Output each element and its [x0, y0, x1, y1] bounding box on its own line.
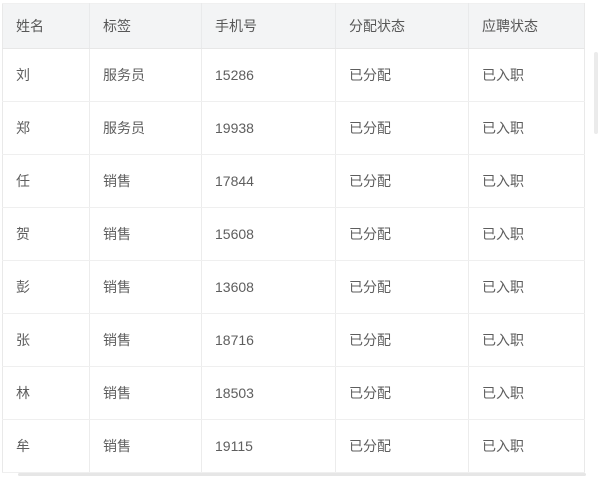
- cell-assign-status: 已分配: [335, 154, 469, 208]
- cell-apply-status: 已入职: [468, 366, 585, 420]
- column-header-name: 姓名: [2, 3, 90, 49]
- cell-tag: 销售: [89, 366, 202, 420]
- horizontal-scrollbar-thumb[interactable]: [18, 473, 586, 476]
- cell-apply-status: 已入职: [468, 207, 585, 261]
- table-row[interactable]: 牟 销售 19115 已分配 已入职: [2, 419, 585, 473]
- cell-tag: 服务员: [89, 101, 202, 155]
- cell-assign-status: 已分配: [335, 207, 469, 261]
- table-row[interactable]: 郑 服务员 19938 已分配 已入职: [2, 101, 585, 155]
- cell-apply-status: 已入职: [468, 313, 585, 367]
- cell-name: 贺: [2, 207, 90, 261]
- cell-phone: 15608: [201, 207, 336, 261]
- cell-name: 任: [2, 154, 90, 208]
- cell-tag: 销售: [89, 207, 202, 261]
- cell-name: 郑: [2, 101, 90, 155]
- candidates-table-container: 姓名 标签 手机号 分配状态 应聘状态 刘 服务员 15286 已分配 已入职 …: [2, 3, 585, 473]
- cell-tag: 销售: [89, 313, 202, 367]
- cell-phone: 18503: [201, 366, 336, 420]
- cell-name: 牟: [2, 419, 90, 473]
- table-row[interactable]: 彭 销售 13608 已分配 已入职: [2, 260, 585, 314]
- table-body: 刘 服务员 15286 已分配 已入职 郑 服务员 19938 已分配 已入职 …: [2, 48, 585, 473]
- cell-name: 林: [2, 366, 90, 420]
- table-row[interactable]: 林 销售 18503 已分配 已入职: [2, 366, 585, 420]
- cell-tag: 销售: [89, 260, 202, 314]
- table-row[interactable]: 贺 销售 15608 已分配 已入职: [2, 207, 585, 261]
- cell-apply-status: 已入职: [468, 48, 585, 102]
- vertical-scrollbar-thumb[interactable]: [594, 52, 598, 134]
- cell-assign-status: 已分配: [335, 101, 469, 155]
- cell-tag: 服务员: [89, 48, 202, 102]
- candidates-table: 姓名 标签 手机号 分配状态 应聘状态 刘 服务员 15286 已分配 已入职 …: [2, 3, 585, 473]
- column-header-phone: 手机号: [201, 3, 336, 49]
- cell-assign-status: 已分配: [335, 260, 469, 314]
- cell-apply-status: 已入职: [468, 101, 585, 155]
- cell-apply-status: 已入职: [468, 419, 585, 473]
- table-row[interactable]: 张 销售 18716 已分配 已入职: [2, 313, 585, 367]
- header-row: 姓名 标签 手机号 分配状态 应聘状态: [2, 3, 585, 49]
- table-row[interactable]: 任 销售 17844 已分配 已入职: [2, 154, 585, 208]
- cell-phone: 19115: [201, 419, 336, 473]
- cell-assign-status: 已分配: [335, 48, 469, 102]
- cell-name: 彭: [2, 260, 90, 314]
- cell-phone: 17844: [201, 154, 336, 208]
- cell-tag: 销售: [89, 154, 202, 208]
- cell-assign-status: 已分配: [335, 366, 469, 420]
- cell-assign-status: 已分配: [335, 419, 469, 473]
- cell-phone: 13608: [201, 260, 336, 314]
- table-row[interactable]: 刘 服务员 15286 已分配 已入职: [2, 48, 585, 102]
- cell-apply-status: 已入职: [468, 260, 585, 314]
- cell-phone: 15286: [201, 48, 336, 102]
- cell-phone: 18716: [201, 313, 336, 367]
- table-header: 姓名 标签 手机号 分配状态 应聘状态: [2, 3, 585, 49]
- cell-tag: 销售: [89, 419, 202, 473]
- column-header-apply-status: 应聘状态: [468, 3, 585, 49]
- column-header-assign-status: 分配状态: [335, 3, 469, 49]
- cell-name: 刘: [2, 48, 90, 102]
- column-header-tag: 标签: [89, 3, 202, 49]
- cell-phone: 19938: [201, 101, 336, 155]
- cell-apply-status: 已入职: [468, 154, 585, 208]
- cell-name: 张: [2, 313, 90, 367]
- cell-assign-status: 已分配: [335, 313, 469, 367]
